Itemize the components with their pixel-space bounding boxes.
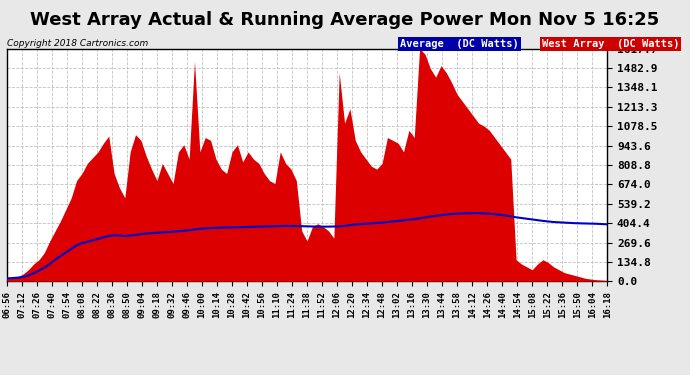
Text: West Array  (DC Watts): West Array (DC Watts) [542,39,679,50]
Text: Copyright 2018 Cartronics.com: Copyright 2018 Cartronics.com [7,39,148,48]
Text: Average  (DC Watts): Average (DC Watts) [400,39,519,50]
Text: West Array Actual & Running Average Power Mon Nov 5 16:25: West Array Actual & Running Average Powe… [30,11,660,29]
